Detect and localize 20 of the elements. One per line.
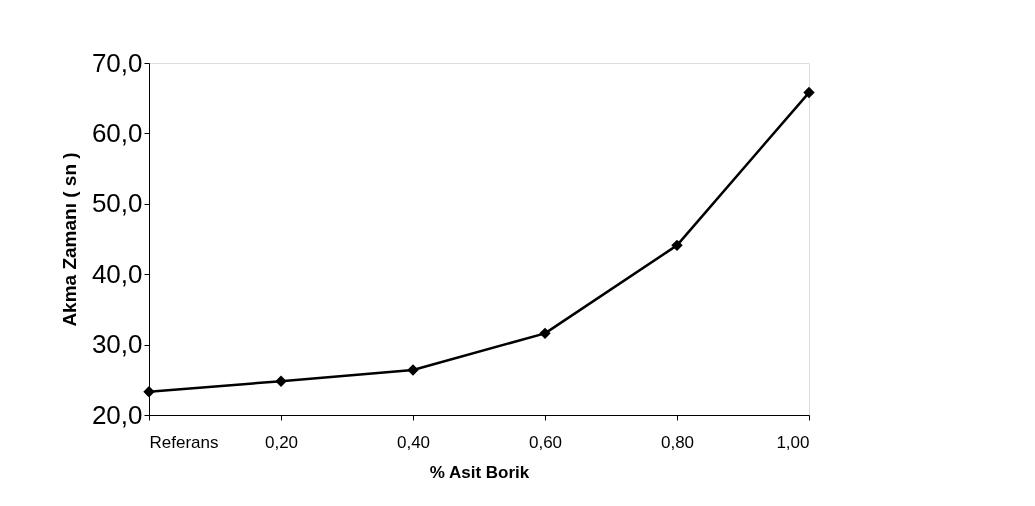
point — [803, 86, 815, 99]
x-tick-label: 0,40 — [396, 432, 431, 452]
y-tick-label: 70,0 — [91, 47, 143, 78]
point — [275, 375, 287, 387]
x-tick-label: Referans — [149, 432, 219, 452]
y-tick-label: 50,0 — [91, 188, 143, 219]
x-tick-label: 1,00 — [776, 432, 810, 452]
point — [143, 386, 155, 398]
x-axis-title: % Asit Borik — [429, 462, 530, 482]
x-tick-label: 0,60 — [528, 432, 563, 452]
point — [539, 327, 551, 340]
y-axis-title: Akma Zamanı ( sn ) — [58, 152, 80, 327]
point — [671, 239, 683, 252]
x-tick-label: 0,20 — [264, 432, 299, 452]
x-tick-label: 0,80 — [660, 432, 695, 452]
y-tick-label: 20,0 — [91, 399, 143, 430]
point — [407, 364, 419, 376]
y-tick-label: 30,0 — [91, 329, 143, 360]
y-tick-label: 60,0 — [91, 117, 143, 148]
y-tick-label: 40,0 — [91, 258, 143, 289]
